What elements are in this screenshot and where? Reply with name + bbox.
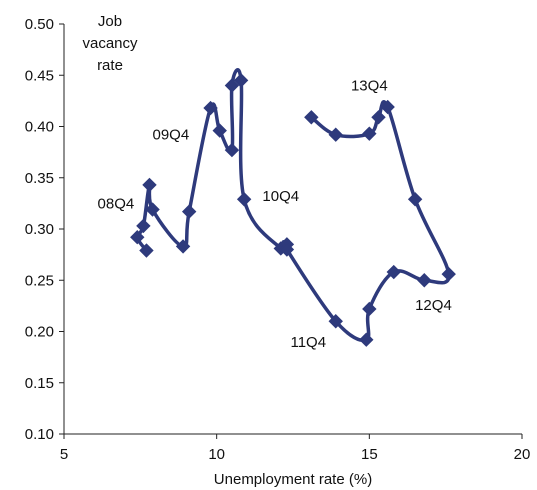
quarter-annotation: 13Q4 (351, 78, 388, 95)
y-tick-label: 0.35 (25, 170, 54, 187)
point-annotations: 08Q4 09Q4 10Q4 11Q4 12Q4 13Q4 (98, 78, 452, 351)
quarter-annotation: 12Q4 (415, 297, 452, 314)
y-axis-ticks: 0.10 0.15 0.20 0.25 0.30 0.35 0.40 0.45 0.50 (25, 16, 64, 443)
data-point-marker (328, 127, 343, 142)
data-point-marker (362, 126, 377, 141)
x-axis-title: Unemployment rate (%) (214, 471, 372, 488)
data-point-marker (386, 264, 401, 280)
data-point-marker (304, 110, 319, 125)
x-tick-label: 10 (208, 446, 225, 463)
data-point-marker (328, 314, 343, 329)
quarter-annotation: 09Q4 (153, 127, 190, 144)
data-point-marker (142, 177, 157, 193)
data-point-marker (417, 273, 432, 288)
data-point-marker (236, 192, 252, 207)
y-tick-label: 0.15 (25, 375, 54, 392)
data-point-marker (441, 266, 456, 282)
data-point-marker (233, 73, 249, 88)
data-point-marker (181, 204, 197, 219)
data-point-marker (371, 110, 386, 125)
data-point-marker (224, 78, 240, 93)
data-point-marker (212, 123, 227, 138)
y-tick-label: 0.20 (25, 324, 54, 341)
data-point-marker (145, 202, 160, 217)
y-tick-label: 0.10 (25, 426, 54, 443)
series-markers (130, 73, 456, 347)
y-axis-title-line-2: vacancy (82, 35, 138, 52)
data-point-marker (136, 218, 151, 234)
data-point-marker (224, 142, 240, 158)
y-tick-label: 0.40 (25, 119, 54, 136)
data-point-marker (130, 229, 145, 245)
quarter-annotation: 10Q4 (262, 188, 299, 205)
x-tick-label: 5 (60, 446, 68, 463)
x-tick-label: 20 (514, 446, 531, 463)
data-point-marker (175, 239, 191, 254)
y-tick-label: 0.30 (25, 221, 54, 238)
quarter-annotation: 11Q4 (290, 334, 326, 351)
x-axis-ticks: 5 10 15 20 (60, 434, 531, 463)
y-tick-label: 0.25 (25, 272, 54, 289)
data-point-marker (359, 332, 374, 347)
y-tick-label: 0.45 (25, 67, 54, 84)
data-point-marker (407, 192, 423, 207)
data-point-marker (279, 242, 295, 257)
data-point-marker (139, 243, 154, 258)
data-point-marker (203, 100, 218, 116)
data-point-marker (362, 301, 377, 317)
y-tick-label: 0.50 (25, 16, 54, 33)
data-point-marker (380, 99, 395, 115)
y-axis-title-line-3: rate (97, 57, 123, 74)
x-tick-label: 15 (361, 446, 378, 463)
y-axis-title-line-1: Job (98, 13, 122, 30)
quarter-annotation: 08Q4 (98, 195, 135, 212)
